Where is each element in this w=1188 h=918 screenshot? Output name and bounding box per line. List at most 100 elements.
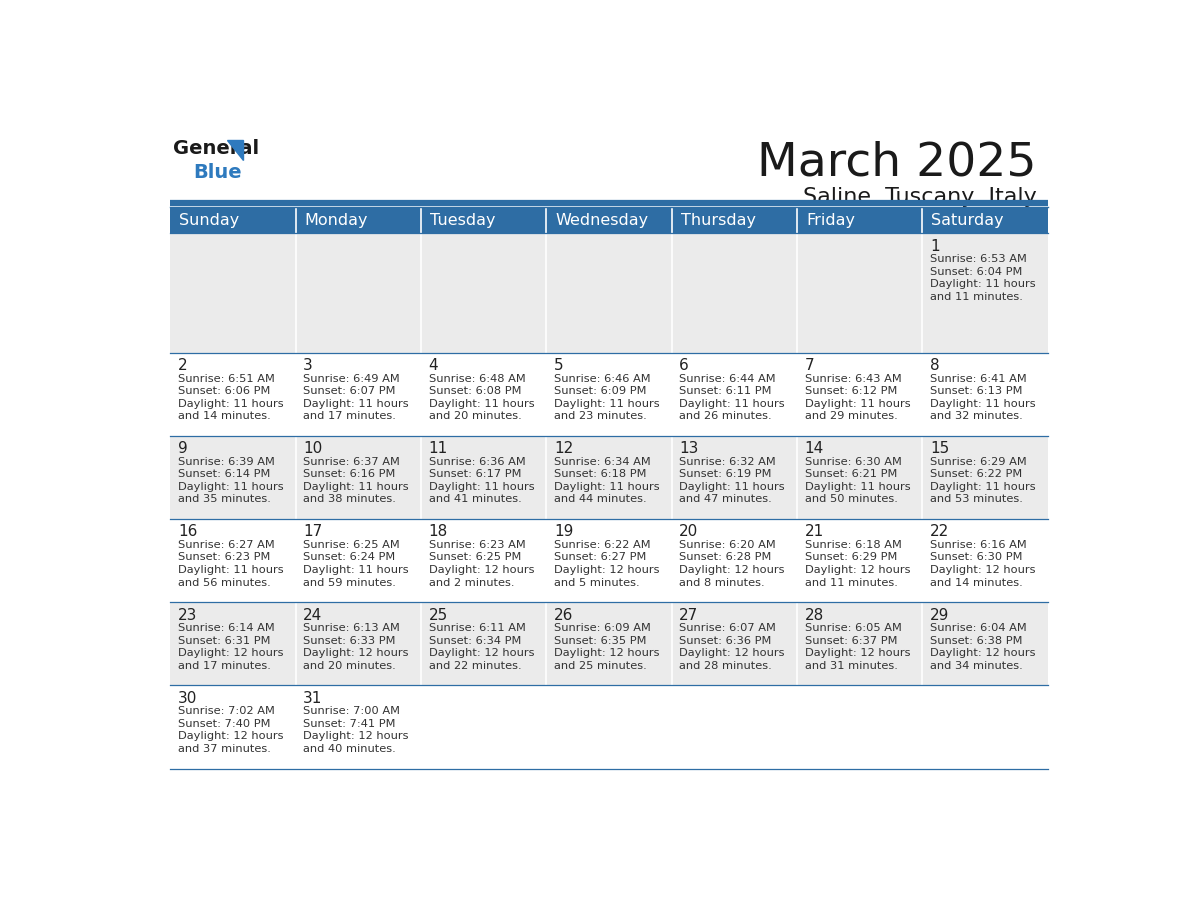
Text: Sunrise: 6:23 AM
Sunset: 6:25 PM
Daylight: 12 hours
and 2 minutes.: Sunrise: 6:23 AM Sunset: 6:25 PM Dayligh… <box>429 540 535 588</box>
Bar <box>797 686 922 768</box>
Text: 15: 15 <box>930 442 949 456</box>
Text: Sunrise: 6:30 AM
Sunset: 6:21 PM
Daylight: 11 hours
and 50 minutes.: Sunrise: 6:30 AM Sunset: 6:21 PM Dayligh… <box>804 456 910 504</box>
Bar <box>546 436 671 519</box>
Bar <box>170 233 296 353</box>
Text: Sunrise: 6:29 AM
Sunset: 6:22 PM
Daylight: 11 hours
and 53 minutes.: Sunrise: 6:29 AM Sunset: 6:22 PM Dayligh… <box>930 456 1036 504</box>
Text: 4: 4 <box>429 358 438 373</box>
Bar <box>922 602 1048 686</box>
Text: 16: 16 <box>178 524 197 540</box>
Text: Sunrise: 6:39 AM
Sunset: 6:14 PM
Daylight: 11 hours
and 35 minutes.: Sunrise: 6:39 AM Sunset: 6:14 PM Dayligh… <box>178 456 284 504</box>
Text: 3: 3 <box>303 358 312 373</box>
Text: Sunrise: 6:04 AM
Sunset: 6:38 PM
Daylight: 12 hours
and 34 minutes.: Sunrise: 6:04 AM Sunset: 6:38 PM Dayligh… <box>930 623 1036 671</box>
Bar <box>671 353 797 436</box>
Bar <box>296 436 421 519</box>
Bar <box>421 353 546 436</box>
Text: Sunrise: 6:14 AM
Sunset: 6:31 PM
Daylight: 12 hours
and 17 minutes.: Sunrise: 6:14 AM Sunset: 6:31 PM Dayligh… <box>178 623 284 671</box>
Bar <box>170 207 296 233</box>
Bar <box>797 436 922 519</box>
Text: Sunrise: 6:37 AM
Sunset: 6:16 PM
Daylight: 11 hours
and 38 minutes.: Sunrise: 6:37 AM Sunset: 6:16 PM Dayligh… <box>303 456 409 504</box>
Text: 11: 11 <box>429 442 448 456</box>
Text: 14: 14 <box>804 442 823 456</box>
Text: 9: 9 <box>178 442 188 456</box>
Text: 23: 23 <box>178 608 197 622</box>
Text: Sunrise: 6:34 AM
Sunset: 6:18 PM
Daylight: 11 hours
and 44 minutes.: Sunrise: 6:34 AM Sunset: 6:18 PM Dayligh… <box>554 456 659 504</box>
Bar <box>922 436 1048 519</box>
Bar <box>546 602 671 686</box>
Bar <box>421 233 546 353</box>
Bar <box>797 602 922 686</box>
Bar <box>922 207 1048 233</box>
Text: Sunrise: 6:05 AM
Sunset: 6:37 PM
Daylight: 12 hours
and 31 minutes.: Sunrise: 6:05 AM Sunset: 6:37 PM Dayligh… <box>804 623 910 671</box>
Bar <box>296 233 421 353</box>
Text: 12: 12 <box>554 442 573 456</box>
Text: Sunrise: 6:51 AM
Sunset: 6:06 PM
Daylight: 11 hours
and 14 minutes.: Sunrise: 6:51 AM Sunset: 6:06 PM Dayligh… <box>178 374 284 421</box>
Bar <box>421 686 546 768</box>
Bar <box>296 686 421 768</box>
Bar <box>296 207 421 233</box>
Bar <box>546 207 671 233</box>
Bar <box>797 353 922 436</box>
Text: Saturday: Saturday <box>931 213 1004 228</box>
Bar <box>421 436 546 519</box>
Text: Sunrise: 6:09 AM
Sunset: 6:35 PM
Daylight: 12 hours
and 25 minutes.: Sunrise: 6:09 AM Sunset: 6:35 PM Dayligh… <box>554 623 659 671</box>
Text: 1: 1 <box>930 239 940 253</box>
Bar <box>170 602 296 686</box>
Text: Sunrise: 6:46 AM
Sunset: 6:09 PM
Daylight: 11 hours
and 23 minutes.: Sunrise: 6:46 AM Sunset: 6:09 PM Dayligh… <box>554 374 659 421</box>
Bar <box>922 353 1048 436</box>
Bar <box>671 686 797 768</box>
Text: 28: 28 <box>804 608 823 622</box>
Text: 25: 25 <box>429 608 448 622</box>
Text: Sunrise: 6:48 AM
Sunset: 6:08 PM
Daylight: 11 hours
and 20 minutes.: Sunrise: 6:48 AM Sunset: 6:08 PM Dayligh… <box>429 374 535 421</box>
Bar <box>170 519 296 602</box>
Bar <box>671 233 797 353</box>
Bar <box>421 602 546 686</box>
Text: 7: 7 <box>804 358 814 373</box>
Text: Sunrise: 6:07 AM
Sunset: 6:36 PM
Daylight: 12 hours
and 28 minutes.: Sunrise: 6:07 AM Sunset: 6:36 PM Dayligh… <box>680 623 785 671</box>
Bar <box>296 519 421 602</box>
Text: 26: 26 <box>554 608 574 622</box>
Bar <box>546 519 671 602</box>
Text: 19: 19 <box>554 524 574 540</box>
Bar <box>797 233 922 353</box>
Bar <box>421 207 546 233</box>
Text: 18: 18 <box>429 524 448 540</box>
Text: 20: 20 <box>680 524 699 540</box>
Text: General: General <box>173 140 259 159</box>
Bar <box>922 233 1048 353</box>
Text: Friday: Friday <box>807 213 855 228</box>
Text: 8: 8 <box>930 358 940 373</box>
Text: Sunrise: 6:32 AM
Sunset: 6:19 PM
Daylight: 11 hours
and 47 minutes.: Sunrise: 6:32 AM Sunset: 6:19 PM Dayligh… <box>680 456 785 504</box>
Text: 24: 24 <box>303 608 322 622</box>
Bar <box>671 519 797 602</box>
Text: Sunrise: 6:49 AM
Sunset: 6:07 PM
Daylight: 11 hours
and 17 minutes.: Sunrise: 6:49 AM Sunset: 6:07 PM Dayligh… <box>303 374 409 421</box>
Text: 5: 5 <box>554 358 563 373</box>
Bar <box>170 436 296 519</box>
Bar <box>296 602 421 686</box>
Text: 6: 6 <box>680 358 689 373</box>
Text: Sunrise: 6:41 AM
Sunset: 6:13 PM
Daylight: 11 hours
and 32 minutes.: Sunrise: 6:41 AM Sunset: 6:13 PM Dayligh… <box>930 374 1036 421</box>
Text: Sunrise: 6:27 AM
Sunset: 6:23 PM
Daylight: 11 hours
and 56 minutes.: Sunrise: 6:27 AM Sunset: 6:23 PM Dayligh… <box>178 540 284 588</box>
Polygon shape <box>227 140 244 161</box>
Bar <box>421 519 546 602</box>
Text: Monday: Monday <box>305 213 368 228</box>
Text: 29: 29 <box>930 608 949 622</box>
Text: 10: 10 <box>303 442 322 456</box>
Text: 21: 21 <box>804 524 823 540</box>
Text: Sunrise: 6:13 AM
Sunset: 6:33 PM
Daylight: 12 hours
and 20 minutes.: Sunrise: 6:13 AM Sunset: 6:33 PM Dayligh… <box>303 623 409 671</box>
Text: Sunrise: 6:20 AM
Sunset: 6:28 PM
Daylight: 12 hours
and 8 minutes.: Sunrise: 6:20 AM Sunset: 6:28 PM Dayligh… <box>680 540 785 588</box>
Bar <box>671 436 797 519</box>
Text: Sunrise: 6:44 AM
Sunset: 6:11 PM
Daylight: 11 hours
and 26 minutes.: Sunrise: 6:44 AM Sunset: 6:11 PM Dayligh… <box>680 374 785 421</box>
Text: Tuesday: Tuesday <box>430 213 495 228</box>
Text: Blue: Blue <box>194 162 242 182</box>
Bar <box>671 602 797 686</box>
Bar <box>546 353 671 436</box>
Bar <box>797 519 922 602</box>
Bar <box>170 353 296 436</box>
Text: 13: 13 <box>680 442 699 456</box>
Text: Thursday: Thursday <box>681 213 756 228</box>
Text: 2: 2 <box>178 358 188 373</box>
Text: 30: 30 <box>178 690 197 706</box>
Bar <box>797 207 922 233</box>
Text: 27: 27 <box>680 608 699 622</box>
Text: 22: 22 <box>930 524 949 540</box>
